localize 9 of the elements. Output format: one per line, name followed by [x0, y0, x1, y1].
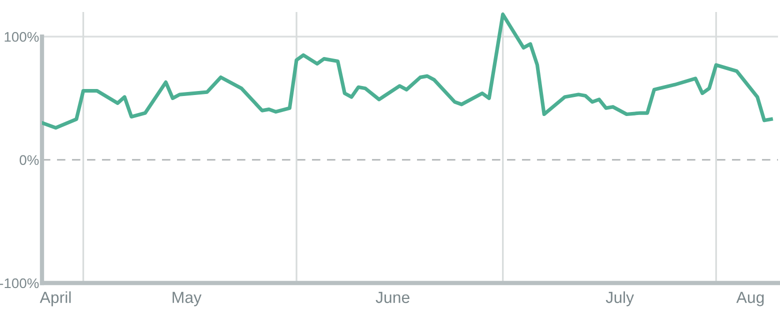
- x-tick-label: July: [606, 291, 634, 306]
- x-tick-label: Aug: [736, 292, 764, 306]
- y-tick-label: -100%: [0, 278, 39, 288]
- x-tick-label: June: [376, 292, 410, 304]
- line-series: [42, 12, 773, 130]
- x-tick-label: May: [172, 292, 202, 306]
- x-tick-label: April: [40, 291, 71, 306]
- y-tick-label: 0%: [20, 155, 39, 165]
- y-tick-label: 100%: [4, 32, 39, 42]
